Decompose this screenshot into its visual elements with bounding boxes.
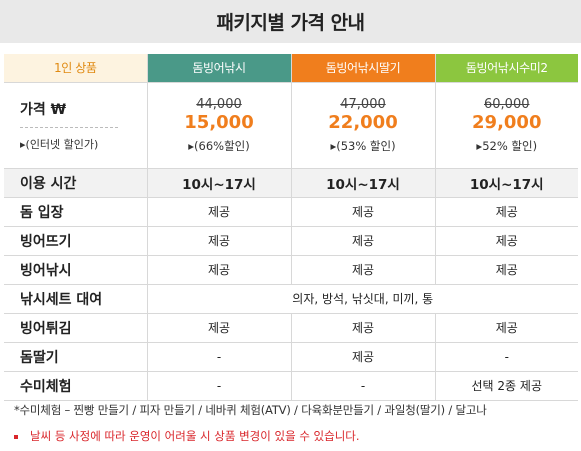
row-cell: 제공 (291, 226, 436, 256)
table-row: 빙어낚시 제공 제공 제공 (4, 255, 578, 285)
row-label: 빙어튀김 (4, 313, 148, 343)
price-cell: 47,000 22,000 ▸(53% 할인) (291, 82, 436, 169)
row-cell: 제공 (435, 226, 578, 256)
discount-rate: ▸(53% 할인) (330, 138, 396, 153)
footnote: *수미체험 – 찐빵 만들기 / 피자 만들기 / 네바퀴 체험(ATV) / … (14, 403, 487, 417)
row-cell: - (147, 342, 292, 372)
row-cell: 제공 (291, 197, 436, 227)
row-label: 돔 입장 (4, 197, 148, 227)
sale-price: 15,000 (184, 111, 254, 133)
row-label: 돔딸기 (4, 342, 148, 372)
original-price: 44,000 (196, 96, 242, 112)
notice-bullet (14, 434, 18, 439)
discount-rate: ▸(66%할인) (188, 138, 250, 153)
column-header-package-3: 돔빙어낚시수미2 (435, 54, 578, 83)
table-row: 수미체험 - - 선택 2종 제공 (4, 371, 578, 401)
table-row: 낚시세트 대여 의자, 방석, 낚싯대, 미끼, 통 (4, 284, 578, 314)
row-label: 빙어낚시 (4, 255, 148, 285)
table-header-row: 1인 상품 돔빙어낚시 돔빙어낚시딸기 돔빙어낚시수미2 (4, 54, 578, 83)
row-cell: - (291, 371, 436, 401)
row-cell: 제공 (147, 197, 292, 227)
sale-price: 29,000 (472, 111, 542, 133)
discount-rate: ▸52% 할인) (476, 138, 538, 153)
page-title: 패키지별 가격 안내 (216, 12, 365, 34)
row-cell: 제공 (435, 313, 578, 343)
row-cell: - (435, 342, 578, 372)
row-cell: 제공 (147, 226, 292, 256)
table-row: 돔딸기 - 제공 - (4, 342, 578, 372)
row-cell: - (147, 371, 292, 401)
row-cell: 선택 2종 제공 (435, 371, 578, 401)
feature-rows: 이용 시간 10시~17시 10시~17시 10시~17시 돔 입장 제공 제공 제공 빙어뜨기… (4, 168, 578, 401)
price-cell: 44,000 15,000 ▸(66%할인) (147, 82, 292, 169)
row-cell: 제공 (291, 313, 436, 343)
table-row: 돔 입장 제공 제공 제공 (4, 197, 578, 227)
row-cell: 제공 (435, 197, 578, 227)
row-cell: 제공 (291, 342, 436, 372)
notice-text: 날씨 등 사정에 따라 운영이 어려울 시 상품 변경이 있을 수 있습니다. (30, 429, 360, 443)
price-cell: 60,000 29,000 ▸52% 할인) (435, 82, 578, 169)
notice: 날씨 등 사정에 따라 운영이 어려울 시 상품 변경이 있을 수 있습니다. (14, 428, 360, 444)
table-row: 빙어뜨기 제공 제공 제공 (4, 226, 578, 256)
price-label: 가격 ₩ (20, 101, 67, 118)
table-row: 이용 시간 10시~17시 10시~17시 10시~17시 (4, 168, 578, 198)
row-cell: 10시~17시 (147, 168, 292, 198)
price-sublabel: ▸(인터넷 할인가) (20, 137, 99, 151)
row-label: 빙어뜨기 (4, 226, 148, 256)
price-label-cell: 가격 ₩ ▸(인터넷 할인가) (4, 82, 148, 169)
row-label: 낚시세트 대여 (4, 284, 148, 314)
column-header-package-2: 돔빙어낚시딸기 (291, 54, 436, 83)
column-header-package-1: 돔빙어낚시 (147, 54, 292, 83)
title-bar: 패키지별 가격 안내 (0, 0, 581, 43)
row-span-cell: 의자, 방석, 낚싯대, 미끼, 통 (147, 284, 578, 314)
row-cell: 제공 (147, 255, 292, 285)
column-header-single: 1인 상품 (4, 54, 148, 83)
row-cell: 제공 (147, 313, 292, 343)
row-label: 이용 시간 (4, 168, 148, 198)
row-cell: 제공 (291, 255, 436, 285)
row-cell: 제공 (435, 255, 578, 285)
price-label-divider (20, 126, 118, 128)
row-cell: 10시~17시 (291, 168, 436, 198)
original-price: 60,000 (484, 96, 530, 112)
row-cell: 10시~17시 (435, 168, 578, 198)
price-row: 가격 ₩ ▸(인터넷 할인가) 44,000 15,000 ▸(66%할인) 4… (4, 82, 578, 169)
table-row: 빙어튀김 제공 제공 제공 (4, 313, 578, 343)
original-price: 47,000 (340, 96, 386, 112)
package-table: 1인 상품 돔빙어낚시 돔빙어낚시딸기 돔빙어낚시수미2 가격 ₩ ▸(인터넷 … (4, 54, 578, 401)
row-label: 수미체험 (4, 371, 148, 401)
sale-price: 22,000 (328, 111, 398, 133)
